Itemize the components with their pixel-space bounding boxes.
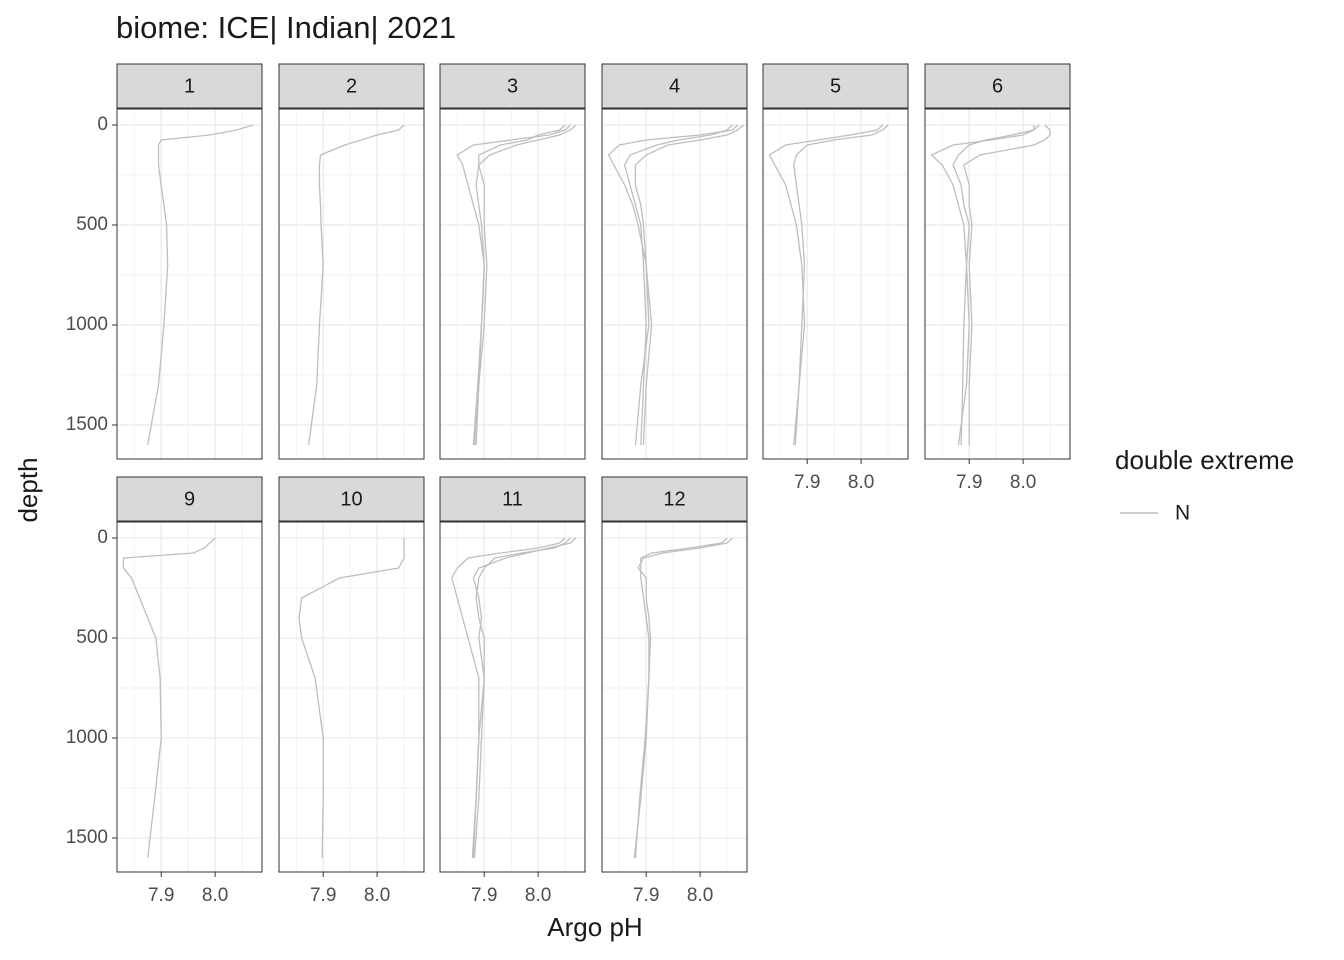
profile-line	[308, 124, 405, 446]
profile-line	[633, 537, 728, 859]
x-tick-label: 8.0	[202, 885, 228, 906]
x-tick-label: 7.9	[471, 885, 497, 906]
strip-label: 9	[184, 488, 195, 510]
x-tick-label: 8.0	[1010, 472, 1036, 493]
profile-line	[634, 537, 733, 859]
profile-line	[963, 124, 1051, 445]
profile-line	[475, 124, 577, 446]
panel-bg	[925, 109, 1070, 459]
strip-label: 12	[663, 488, 685, 510]
strip	[924, 63, 1071, 109]
y-tick-label: 1000	[66, 727, 108, 748]
x-axis-label: Argo pH	[547, 912, 642, 942]
y-tick-label: 1500	[66, 414, 108, 435]
strip-label: 6	[992, 75, 1003, 97]
panel-bg	[117, 522, 262, 872]
x-tick-label: 7.9	[148, 885, 174, 906]
profile-line	[147, 124, 254, 446]
panel-bg	[440, 522, 585, 872]
panel-border	[116, 521, 263, 873]
panel-bg	[602, 109, 747, 459]
panel-bg	[279, 109, 424, 459]
y-tick-label: 1000	[66, 314, 108, 335]
x-tick-label: 7.9	[633, 885, 659, 906]
y-tick-label: 500	[76, 627, 108, 648]
strip-label: 3	[507, 75, 518, 97]
strip-label: 11	[502, 488, 523, 510]
x-tick-label: 7.9	[956, 472, 982, 493]
legend-title: double extreme	[1115, 445, 1294, 475]
profile-line	[607, 124, 739, 446]
strip	[278, 476, 425, 522]
strip	[601, 63, 748, 109]
profile-line	[768, 124, 884, 446]
panel-border	[278, 108, 425, 460]
panel-border	[278, 521, 425, 873]
profile-line	[930, 124, 1040, 446]
x-tick-label: 8.0	[364, 885, 390, 906]
panel-bg	[440, 109, 585, 459]
strip-label: 1	[184, 75, 195, 97]
panel-bg	[279, 522, 424, 872]
panel-border	[601, 521, 748, 873]
y-tick-label: 500	[76, 214, 108, 235]
y-tick-label: 0	[97, 527, 108, 548]
strip	[116, 476, 263, 522]
panel-border	[439, 521, 586, 873]
profile-line	[473, 124, 566, 446]
strip	[762, 63, 909, 109]
panel-border	[762, 108, 909, 460]
panel-border	[116, 108, 263, 460]
x-tick-label: 7.9	[310, 885, 336, 906]
profile-line	[122, 537, 216, 859]
profile-line	[451, 537, 566, 859]
x-tick-label: 8.0	[848, 472, 874, 493]
y-axis-label: depth	[13, 457, 43, 522]
chart-title: biome: ICE| Indian| 2021	[116, 10, 456, 45]
strip-label: 10	[340, 488, 362, 510]
x-tick-label: 8.0	[687, 885, 713, 906]
legend-label: N	[1175, 502, 1190, 525]
strip	[278, 63, 425, 109]
y-tick-label: 1500	[66, 827, 108, 848]
panel-border	[439, 108, 586, 460]
profile-line	[298, 538, 405, 859]
x-tick-label: 7.9	[794, 472, 820, 493]
profile-line	[634, 124, 744, 446]
panel-bg	[602, 522, 747, 872]
strip	[601, 476, 748, 522]
profile-line	[952, 125, 1035, 446]
profile-line	[472, 537, 571, 859]
profile-line	[472, 537, 577, 859]
profile-line	[623, 124, 733, 446]
strip	[116, 63, 263, 109]
profile-line	[793, 124, 889, 446]
panel-border	[924, 108, 1071, 460]
panel-bg	[117, 109, 262, 459]
panel-bg	[763, 109, 908, 459]
panel-border	[601, 108, 748, 460]
y-tick-label: 0	[97, 114, 108, 135]
x-tick-label: 8.0	[525, 885, 551, 906]
strip-label: 5	[830, 75, 841, 97]
strip-label: 2	[346, 75, 357, 97]
strip	[439, 63, 586, 109]
strip-label: 4	[669, 75, 680, 97]
strip	[439, 476, 586, 522]
